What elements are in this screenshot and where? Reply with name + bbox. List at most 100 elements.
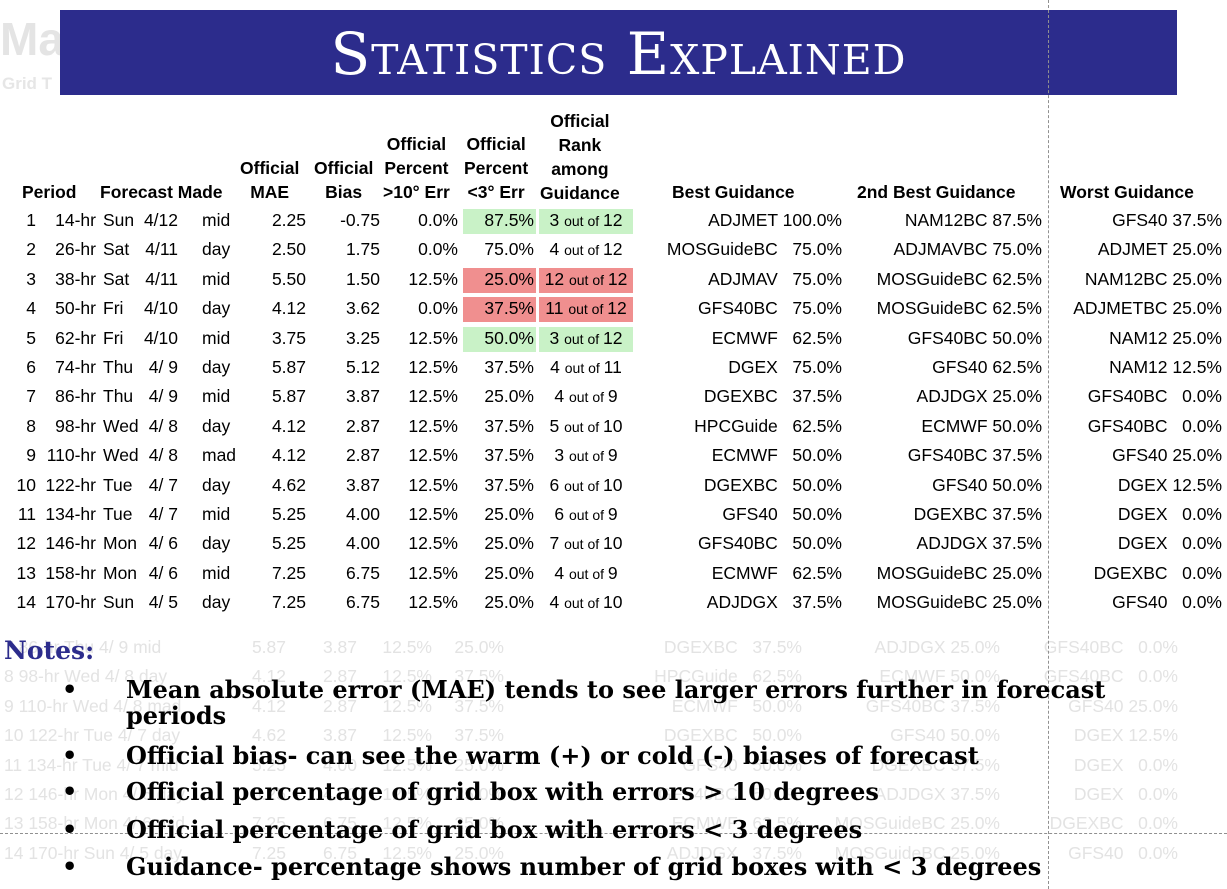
header-pct3-line1: Official [466,134,526,154]
ghost-bias: 2.87 [322,666,357,687]
ghost-pct10: 12.5% [382,842,432,863]
ghost-best: HPCGuide 62.5% [654,666,802,687]
rank-value: 4 out of 9 [543,563,629,584]
forecast-date: 4/12 [143,210,178,230]
ghost-mae: 4.12 [251,695,286,716]
header-bias-line2: Bias [325,182,363,202]
second-best-guidance: NAM12BC 87.5% [904,210,1042,230]
notes-title: Notes: [4,636,95,665]
header-bias: Official Bias [314,156,373,204]
period-number: 14 [16,592,36,613]
header-mae-line2: MAE [250,182,290,202]
worst-guidance: NAM12 25.0% [1109,327,1222,348]
second-best-guidance: ADJMAVBC 75.0% [893,239,1042,260]
rank-number: 4 [549,592,560,613]
worst-guidance: DGEX 12.5% [1117,474,1222,495]
forecast-day: Sun [103,210,135,230]
pct3-highlight [463,267,536,293]
header-rank-line3: among [551,159,609,179]
second-best-guidance: MOSGuideBC 25.0% [876,562,1042,583]
pct3-value: 25.0% [484,533,534,554]
bullet-icon: • [62,815,78,844]
forecast-date: 4/ 5 [148,592,178,613]
ghost-pct3: 37.5% [454,725,504,746]
best-guidance: GFS40BC 75.0% [698,298,842,319]
rank-value: 6 out of 10 [543,475,629,496]
rank-value: 4 out of 12 [543,239,629,260]
second-best-guidance: GFS40 62.5% [932,357,1042,377]
ghost-second: GFS40 50.0% [890,725,1000,746]
forecast-time: mid [202,386,231,407]
rank-total: 10 [603,415,623,436]
ghost-worst: DGEX 0.0% [1073,754,1178,775]
rank-number: 3 [549,210,560,230]
background-ghost-subtitle: Grid T [2,74,53,93]
ghost-best: GFS40BC 50.0% [658,784,802,804]
header-rank: Official Rank among Guidance [540,109,620,205]
ghost-worst: GFS40 25.0% [1068,695,1178,716]
rank-number: 4 [549,239,560,260]
mae-value: 5.87 [271,386,306,407]
second-best-guidance: GFS40 50.0% [932,474,1042,495]
pct3-value: 37.5% [484,415,534,436]
rank-out-of: out of [564,242,604,259]
period-hours: 50-hr [55,298,96,319]
ghost-pct10: 12.5% [382,725,432,746]
ghost-mae: 5.25 [251,754,286,775]
forecast-day: Mon [103,562,138,583]
pct3-value: 37.5% [484,357,534,377]
ghost-best: DGEXBC 50.0% [663,725,802,746]
rank-out-of: out of [568,507,608,523]
rank-value: 4 out of 9 [543,386,629,407]
period-hours: 38-hr [55,268,96,289]
ghost-worst: DGEX 12.5% [1073,725,1178,746]
bias-value: 2.87 [345,415,380,436]
header-mae: Official MAE [240,156,299,204]
ghost-row-period: 10 122-hr Tue 4/ 7 day [4,725,181,746]
forecast-day: Mon [103,533,138,554]
ghost-pct3: 25.0% [454,754,504,775]
ghost-worst: DGEX 0.0% [1073,784,1178,804]
forecast-day: Sat [103,239,130,260]
header-pct10-line2: Percent [384,158,449,178]
bias-value: -0.75 [340,210,380,230]
rank-out-of: out of [568,389,608,406]
rank-highlight [539,326,633,352]
pct3-highlight [463,326,536,352]
period-number: 13 [16,562,36,583]
forecast-day: Thu [103,386,134,407]
period-hours: 98-hr [55,415,96,436]
header-best: Best Guidance [672,182,795,202]
header-pct10-line3: >10° Err [383,182,450,202]
rank-value: 6 out of 9 [543,504,629,525]
ghost-pct3: 25.0% [454,637,504,657]
period-hours: 122-hr [45,474,96,495]
rank-number: 5 [549,415,560,436]
pct3-value: 37.5% [484,445,534,466]
pct3-highlight [463,297,536,323]
second-best-guidance: MOSGuideBC 62.5% [876,268,1042,289]
ghost-pct10: 12.5% [382,813,432,834]
bias-value: 6.75 [345,592,380,613]
best-guidance: ADJMAV 75.0% [708,268,842,289]
best-guidance: GFS40 50.0% [722,504,842,524]
header-forecast-made: Forecast Made [100,182,223,202]
ghost-bias: 3.87 [322,637,357,657]
ghost-second: ADJDGX 25.0% [874,637,1000,657]
ghost-bias: 2.87 [322,695,357,716]
best-guidance: DGEX 75.0% [728,357,842,377]
forecast-time: mid [202,504,231,524]
worst-guidance: ADJMETBC 25.0% [1073,298,1222,319]
note-text: Official percentage of grid box with err… [126,777,879,806]
bias-value: 4.00 [345,533,380,554]
ghost-bias: 4.00 [322,784,357,804]
best-guidance: ECMWF 50.0% [711,445,842,466]
period-number: 11 [17,504,36,524]
rank-value: 3 out of 12 [543,328,629,349]
note-text: Official bias- can see the warm (+) or c… [126,741,979,770]
period-number: 1 [26,210,36,230]
bias-value: 1.50 [345,268,380,289]
rank-total: 12 [603,327,623,348]
rank-out-of: out of [564,330,604,347]
rank-number: 3 [549,327,560,348]
